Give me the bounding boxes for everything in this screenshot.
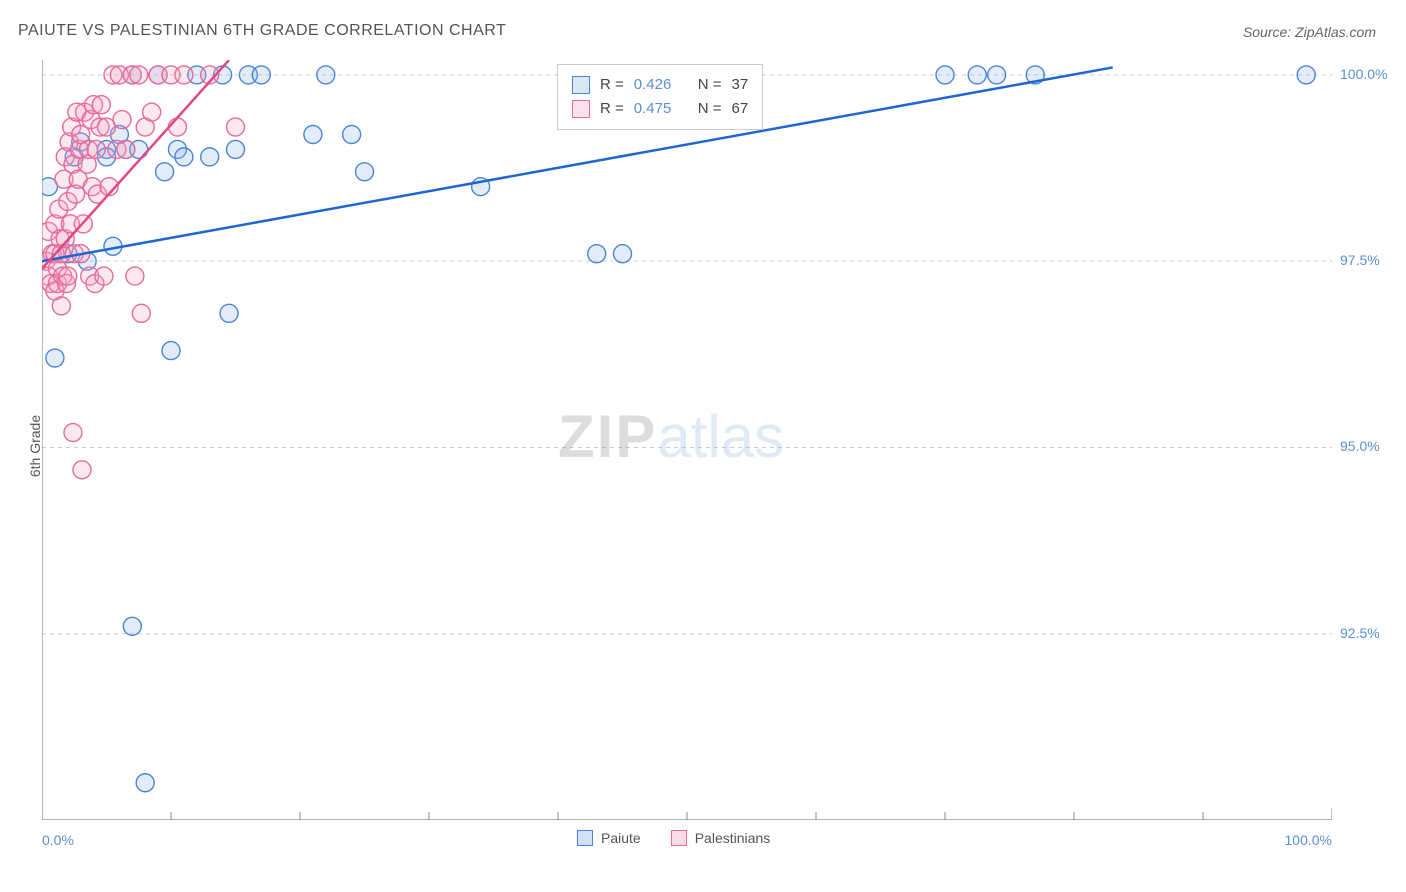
y-tick-label: 100.0% <box>1340 66 1387 82</box>
n-value: 37 <box>732 73 749 97</box>
legend-swatch <box>577 830 593 846</box>
r-label: R = <box>600 73 624 97</box>
correlation-legend-row: R = 0.426 N = 37 <box>572 73 748 97</box>
legend-label: Paiute <box>601 830 641 846</box>
x-tick-label: 0.0% <box>42 832 74 848</box>
chart-title: PAIUTE VS PALESTINIAN 6TH GRADE CORRELAT… <box>18 22 506 40</box>
source-attribution: Source: ZipAtlas.com <box>1243 24 1376 40</box>
legend-label: Palestinians <box>695 830 771 846</box>
legend-swatch <box>671 830 687 846</box>
x-tick-label: 100.0% <box>1285 832 1332 848</box>
y-axis-label: 6th Grade <box>27 415 43 477</box>
chart-container: PAIUTE VS PALESTINIAN 6TH GRADE CORRELAT… <box>0 0 1406 892</box>
legend-item: Paiute <box>577 830 641 846</box>
r-value: 0.475 <box>634 97 682 121</box>
r-value: 0.426 <box>634 73 682 97</box>
series-legend: Paiute Palestinians <box>577 830 770 846</box>
y-tick-label: 95.0% <box>1340 438 1380 454</box>
correlation-legend-row: R = 0.475 N = 67 <box>572 97 748 121</box>
legend-item: Palestinians <box>671 830 771 846</box>
n-label: N = <box>698 97 722 121</box>
y-tick-label: 97.5% <box>1340 252 1380 268</box>
scatter-plot <box>42 60 1332 820</box>
n-label: N = <box>698 73 722 97</box>
correlation-legend: R = 0.426 N = 37 R = 0.475 N = 67 <box>557 64 763 130</box>
r-label: R = <box>600 97 624 121</box>
n-value: 67 <box>732 97 749 121</box>
legend-swatch <box>572 76 590 94</box>
legend-swatch <box>572 100 590 118</box>
y-tick-label: 92.5% <box>1340 625 1380 641</box>
